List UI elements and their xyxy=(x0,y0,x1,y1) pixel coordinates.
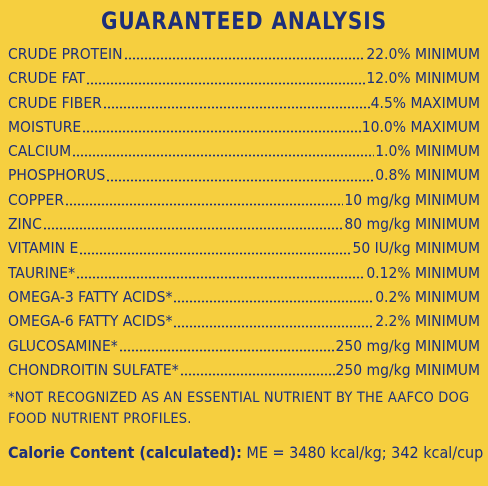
nutrient-name: ZINC xyxy=(8,215,42,234)
nutrient-value: 10 mg/kg MINIMUM xyxy=(344,190,480,209)
analysis-list: CRUDE PROTEIN 22.0% MINIMUM CRUDE FAT 12… xyxy=(8,42,480,382)
dot-leader xyxy=(173,324,375,328)
nutrient-name: CRUDE PROTEIN xyxy=(8,45,123,63)
nutrient-value: 1.0% MINIMUM xyxy=(375,142,480,161)
nutrient-value: 2.2% MINIMUM xyxy=(375,312,480,331)
dot-leader xyxy=(82,130,361,134)
dot-leader xyxy=(65,203,344,207)
nutrient-name: COPPER xyxy=(8,190,65,209)
analysis-row: MOISTURE 10.0% MAXIMUM xyxy=(8,115,480,139)
analysis-row: ZINC 80 mg/kg MINIMUM xyxy=(8,212,480,236)
nutrient-value: 250 mg/kg MINIMUM xyxy=(335,336,481,355)
analysis-row: TAURINE* 0.12% MINIMUM xyxy=(8,261,480,285)
analysis-row: VITAMIN E 50 IU/kg MINIMUM xyxy=(8,236,480,260)
dot-leader xyxy=(102,105,370,109)
dot-leader xyxy=(179,373,335,377)
nutrient-name: CRUDE FAT xyxy=(8,69,86,88)
dot-leader xyxy=(123,57,366,61)
dot-leader xyxy=(106,178,375,182)
calorie-value: ME = 3480 kcal/kg; 342 kcal/cup xyxy=(241,443,484,463)
analysis-row: GLUCOSAMINE* 250 mg/kg MINIMUM xyxy=(8,334,480,358)
dot-leader xyxy=(72,154,375,158)
dot-leader xyxy=(118,348,335,352)
nutrient-value: 80 mg/kg MINIMUM xyxy=(344,215,480,234)
nutrient-value: 0.2% MINIMUM xyxy=(375,287,480,306)
analysis-row: CHONDROITIN SULFATE* 250 mg/kg MINIMUM xyxy=(8,358,480,382)
nutrient-name: GLUCOSAMINE* xyxy=(8,336,118,355)
nutrient-name: OMEGA-6 FATTY ACIDS* xyxy=(8,312,173,331)
nutrient-value: 50 IU/kg MINIMUM xyxy=(352,239,480,258)
calorie-content: Calorie Content (calculated): ME = 3480 … xyxy=(8,442,484,464)
analysis-row: CRUDE FAT 12.0% MINIMUM xyxy=(8,66,480,90)
nutrient-name: CHONDROITIN SULFATE* xyxy=(8,360,179,379)
panel-title: GUARANTEED ANALYSIS xyxy=(100,7,388,35)
dot-leader xyxy=(86,81,366,85)
nutrient-name: OMEGA-3 FATTY ACIDS* xyxy=(8,287,173,306)
nutrient-name: PHOSPHORUS xyxy=(8,166,106,185)
dot-leader xyxy=(42,227,344,231)
nutrient-name: VITAMIN E xyxy=(8,239,79,258)
dot-leader xyxy=(173,300,375,304)
nutrient-value: 10.0% MAXIMUM xyxy=(361,117,480,136)
footnote: *NOT RECOGNIZED AS AN ESSENTIAL NUTRIENT… xyxy=(8,390,470,428)
analysis-row: CALCIUM 1.0% MINIMUM xyxy=(8,139,480,163)
analysis-row: CRUDE FIBER 4.5% MAXIMUM xyxy=(8,91,480,115)
nutrient-value: 250 mg/kg MINIMUM xyxy=(335,360,481,379)
calorie-label: Calorie Content (calculated): xyxy=(8,443,242,463)
analysis-row: PHOSPHORUS 0.8% MINIMUM xyxy=(8,163,480,187)
dot-leader xyxy=(76,275,366,279)
dot-leader xyxy=(79,251,352,255)
analysis-row: OMEGA-6 FATTY ACIDS* 2.2% MINIMUM xyxy=(8,309,480,333)
nutrient-name: TAURINE* xyxy=(8,263,76,282)
nutrient-name: CRUDE FIBER xyxy=(8,93,102,112)
analysis-row: COPPER 10 mg/kg MINIMUM xyxy=(8,188,480,212)
nutrient-value: 22.0% MINIMUM xyxy=(366,45,480,63)
nutrient-name: MOISTURE xyxy=(8,117,82,136)
nutrient-value: 12.0% MINIMUM xyxy=(366,69,480,88)
nutrient-value: 0.12% MINIMUM xyxy=(366,263,480,282)
analysis-row: CRUDE PROTEIN 22.0% MINIMUM xyxy=(8,42,480,66)
analysis-row: OMEGA-3 FATTY ACIDS* 0.2% MINIMUM xyxy=(8,285,480,309)
nutrient-value: 4.5% MAXIMUM xyxy=(370,93,480,112)
nutrient-value: 0.8% MINIMUM xyxy=(375,166,480,185)
nutrient-name: CALCIUM xyxy=(8,142,72,161)
